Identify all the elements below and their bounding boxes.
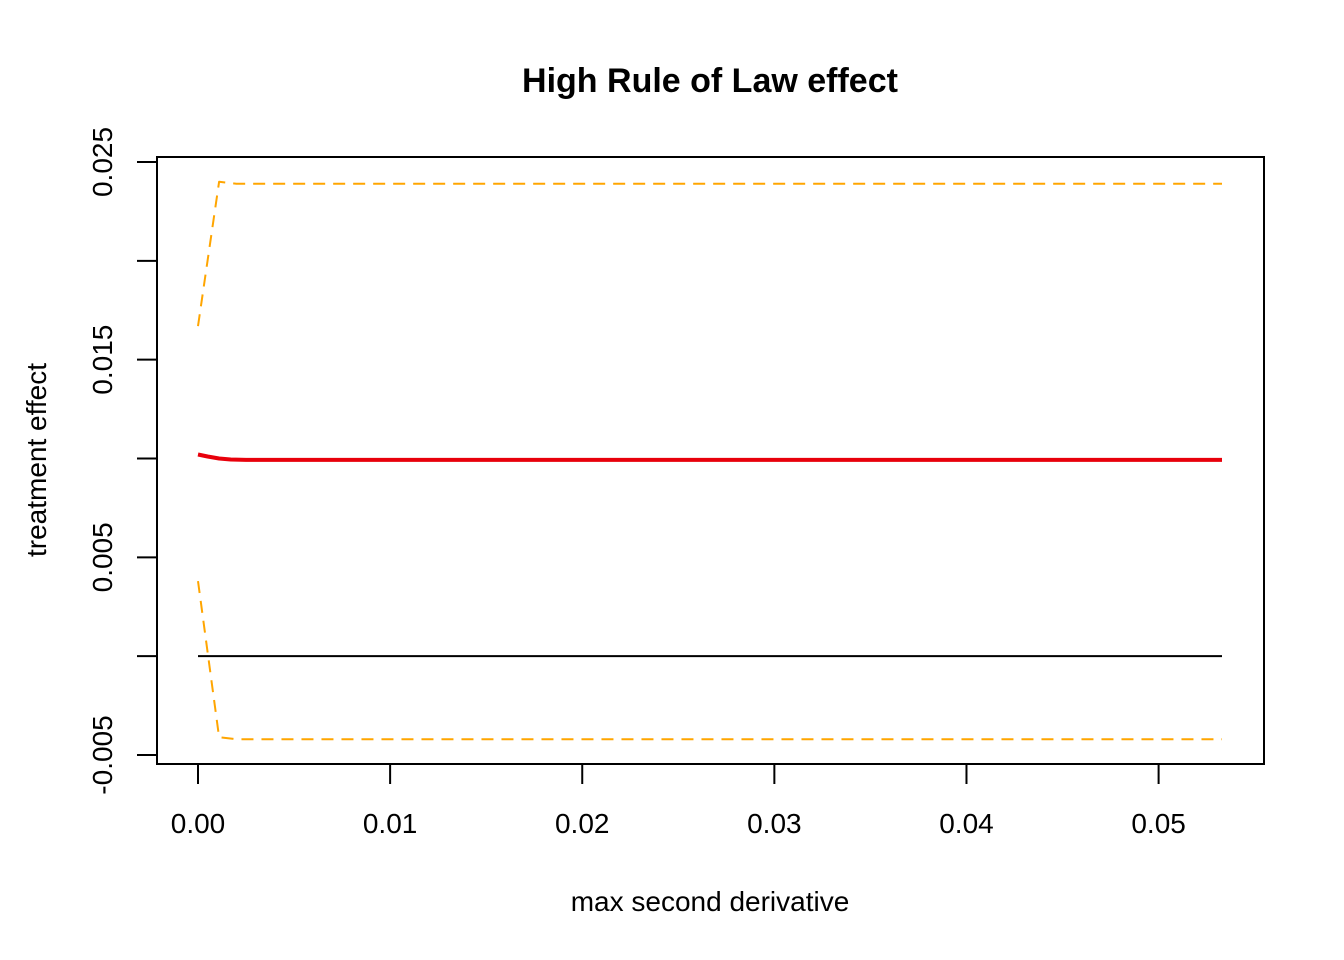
x-tick-label: 0.04 [939,808,994,839]
x-tick-label: 0.05 [1131,808,1186,839]
estimate-line [197,452,1222,462]
y-tick-label: 0.015 [87,325,118,395]
y-axis: -0.005 0.005 0.015 0.025 [87,127,158,795]
x-tick-label: 0.01 [363,808,418,839]
x-axis-label: max second derivative [571,886,850,917]
series-layer [197,180,1222,741]
x-tick-label: 0.00 [171,808,226,839]
y-tick-label: 0.025 [87,127,118,197]
y-tick-label: 0.005 [87,522,118,592]
x-tick-label: 0.02 [555,808,610,839]
x-axis: 0.00 0.01 0.02 0.03 0.04 0.05 [171,763,1186,839]
chart-title: High Rule of Law effect [522,62,898,100]
x-tick-label: 0.03 [747,808,802,839]
upper-bound-line [197,180,1222,327]
y-axis-label: treatment effect [21,363,52,557]
y-tick-label: -0.005 [87,715,118,794]
lower-bound-line [197,580,1222,741]
